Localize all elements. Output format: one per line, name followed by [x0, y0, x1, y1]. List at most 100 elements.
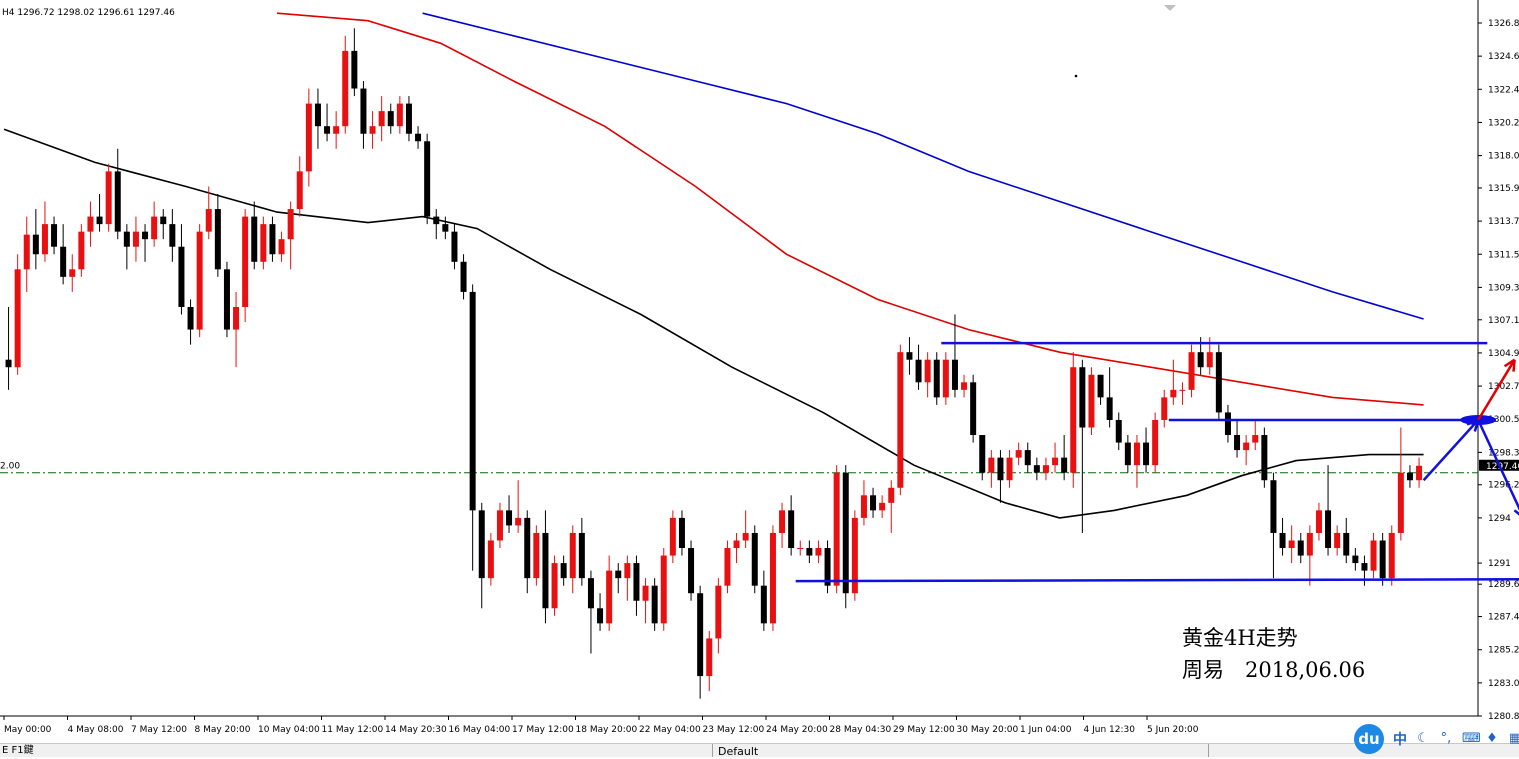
- candle-body: [597, 608, 604, 624]
- candle: [1143, 427, 1150, 473]
- candle-body: [651, 585, 658, 624]
- candle: [551, 555, 558, 616]
- candle: [1088, 367, 1095, 436]
- candle-body: [769, 532, 776, 624]
- candle-body: [1361, 563, 1368, 571]
- candle-body: [669, 517, 676, 556]
- ime-mode-label[interactable]: 中: [1393, 732, 1407, 748]
- candle-body: [924, 359, 931, 383]
- candle: [469, 284, 476, 571]
- keyboard-icon[interactable]: ⌨: [1462, 731, 1481, 746]
- candle-body: [724, 548, 731, 586]
- price-chart[interactable]: 1326.85 1324.65 1322.45 1320.25 1318.05 1315.…: [0, 0, 1519, 743]
- candle: [451, 224, 458, 270]
- candle: [524, 510, 531, 594]
- candle-body: [1224, 412, 1231, 436]
- candle: [906, 337, 913, 375]
- candle-body: [751, 532, 758, 586]
- candle-body: [1006, 457, 1013, 481]
- candle: [1070, 352, 1077, 488]
- candle-body: [970, 382, 977, 436]
- candle-body: [1133, 442, 1140, 466]
- candle-body: [160, 216, 167, 225]
- chart-tab-default[interactable]: Default: [712, 744, 1209, 758]
- candle-body: [1416, 465, 1423, 481]
- candle-body: [569, 532, 576, 579]
- candle: [633, 555, 640, 616]
- candle: [706, 630, 713, 692]
- candle-body: [242, 216, 249, 307]
- candle-body: [442, 224, 449, 232]
- candle: [851, 510, 858, 601]
- candle-body: [351, 50, 358, 89]
- du-logo-icon[interactable]: du: [1354, 724, 1384, 754]
- candle: [797, 540, 804, 556]
- candle-body: [487, 540, 494, 579]
- candle: [251, 201, 258, 270]
- candle-body: [806, 548, 813, 556]
- candle-body: [1042, 465, 1049, 473]
- candle: [587, 570, 594, 654]
- candle: [779, 502, 786, 549]
- price-tick-label: 1300.55: [1488, 415, 1519, 425]
- chart-tab-left[interactable]: E F1鍵: [2, 745, 34, 756]
- candle-body: [405, 103, 412, 134]
- candle-body: [797, 548, 804, 550]
- candle: [1406, 465, 1413, 488]
- punct-icon[interactable]: °,: [1440, 731, 1452, 746]
- candle: [751, 525, 758, 594]
- candle: [51, 216, 58, 255]
- candle-body: [524, 517, 531, 579]
- candle-body: [633, 563, 640, 601]
- candle: [1179, 382, 1186, 405]
- candle-body: [469, 291, 476, 511]
- time-tick-label: 8 May 20:00: [195, 725, 251, 735]
- candle-body: [369, 126, 376, 134]
- candle-body: [1015, 450, 1022, 458]
- candle: [105, 163, 112, 232]
- candle: [1325, 465, 1332, 556]
- candle-body: [706, 638, 713, 677]
- candle: [169, 209, 176, 262]
- candle-body: [78, 231, 85, 270]
- grid-icon[interactable]: ▦: [1508, 731, 1519, 746]
- candle-body: [196, 231, 203, 330]
- candle-body: [1024, 450, 1031, 466]
- candle-body: [1370, 540, 1377, 571]
- candle: [378, 96, 385, 142]
- time-tick-label: 18 May 20:00: [576, 725, 638, 735]
- candle: [1397, 427, 1404, 541]
- candle: [651, 578, 658, 631]
- candle: [1343, 517, 1350, 564]
- candle-body: [1243, 442, 1250, 451]
- candle-body: [1215, 352, 1222, 413]
- candle: [296, 156, 303, 217]
- candle: [314, 88, 321, 149]
- candle: [1261, 427, 1268, 488]
- candle-body: [305, 103, 312, 172]
- candle-body: [860, 495, 867, 518]
- candle-body: [578, 532, 585, 579]
- candle: [1352, 548, 1359, 571]
- shirt-icon[interactable]: ♦: [1486, 731, 1498, 746]
- price-tick-label: 1296.20: [1488, 481, 1519, 491]
- moon-icon[interactable]: ☾: [1417, 731, 1429, 746]
- candle: [1079, 359, 1086, 533]
- candle: [123, 224, 130, 270]
- candle: [642, 578, 649, 624]
- candle: [806, 540, 813, 564]
- candle: [542, 510, 549, 624]
- candle: [788, 495, 795, 556]
- candle-body: [415, 133, 422, 142]
- time-tick-label: 7 May 12:00: [131, 725, 187, 735]
- candle: [424, 133, 431, 225]
- candle: [1015, 442, 1022, 466]
- candle-body: [842, 472, 849, 594]
- candle: [1061, 435, 1068, 481]
- time-tick-label: 23 May 12:00: [703, 725, 765, 735]
- candle: [1152, 412, 1159, 473]
- candle: [897, 344, 904, 496]
- candle-body: [533, 532, 540, 579]
- candle: [560, 555, 567, 586]
- shift-marker-icon[interactable]: [1164, 5, 1176, 11]
